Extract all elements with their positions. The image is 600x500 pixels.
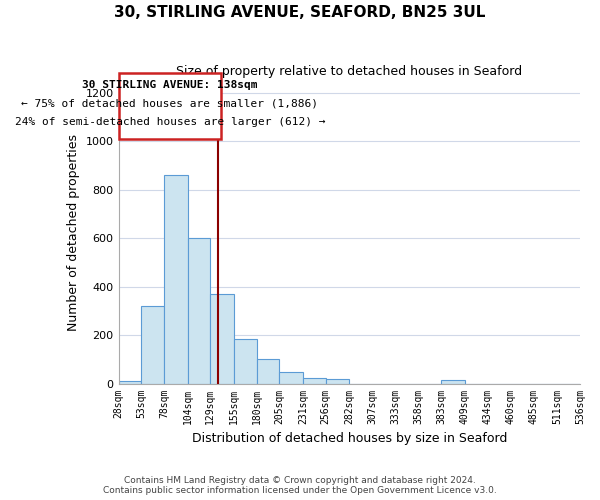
Bar: [119, 380, 141, 384]
Text: 30 STIRLING AVENUE: 138sqm: 30 STIRLING AVENUE: 138sqm: [82, 80, 257, 90]
Bar: [326, 379, 349, 384]
Title: Size of property relative to detached houses in Seaford: Size of property relative to detached ho…: [176, 65, 523, 78]
Text: 24% of semi-detached houses are larger (612) →: 24% of semi-detached houses are larger (…: [14, 117, 325, 127]
Text: Contains HM Land Registry data © Crown copyright and database right 2024.
Contai: Contains HM Land Registry data © Crown c…: [103, 476, 497, 495]
Bar: [119, 74, 221, 138]
Bar: [257, 360, 280, 384]
Y-axis label: Number of detached properties: Number of detached properties: [67, 134, 80, 330]
Text: 30, STIRLING AVENUE, SEAFORD, BN25 3UL: 30, STIRLING AVENUE, SEAFORD, BN25 3UL: [115, 5, 485, 20]
Bar: [441, 380, 464, 384]
Bar: [303, 378, 326, 384]
Bar: [280, 372, 303, 384]
Bar: [188, 238, 210, 384]
Text: ← 75% of detached houses are smaller (1,886): ← 75% of detached houses are smaller (1,…: [22, 98, 319, 108]
Bar: [210, 294, 234, 384]
Bar: [234, 338, 257, 384]
X-axis label: Distribution of detached houses by size in Seaford: Distribution of detached houses by size …: [191, 432, 507, 445]
Bar: [141, 306, 164, 384]
Bar: [164, 175, 188, 384]
